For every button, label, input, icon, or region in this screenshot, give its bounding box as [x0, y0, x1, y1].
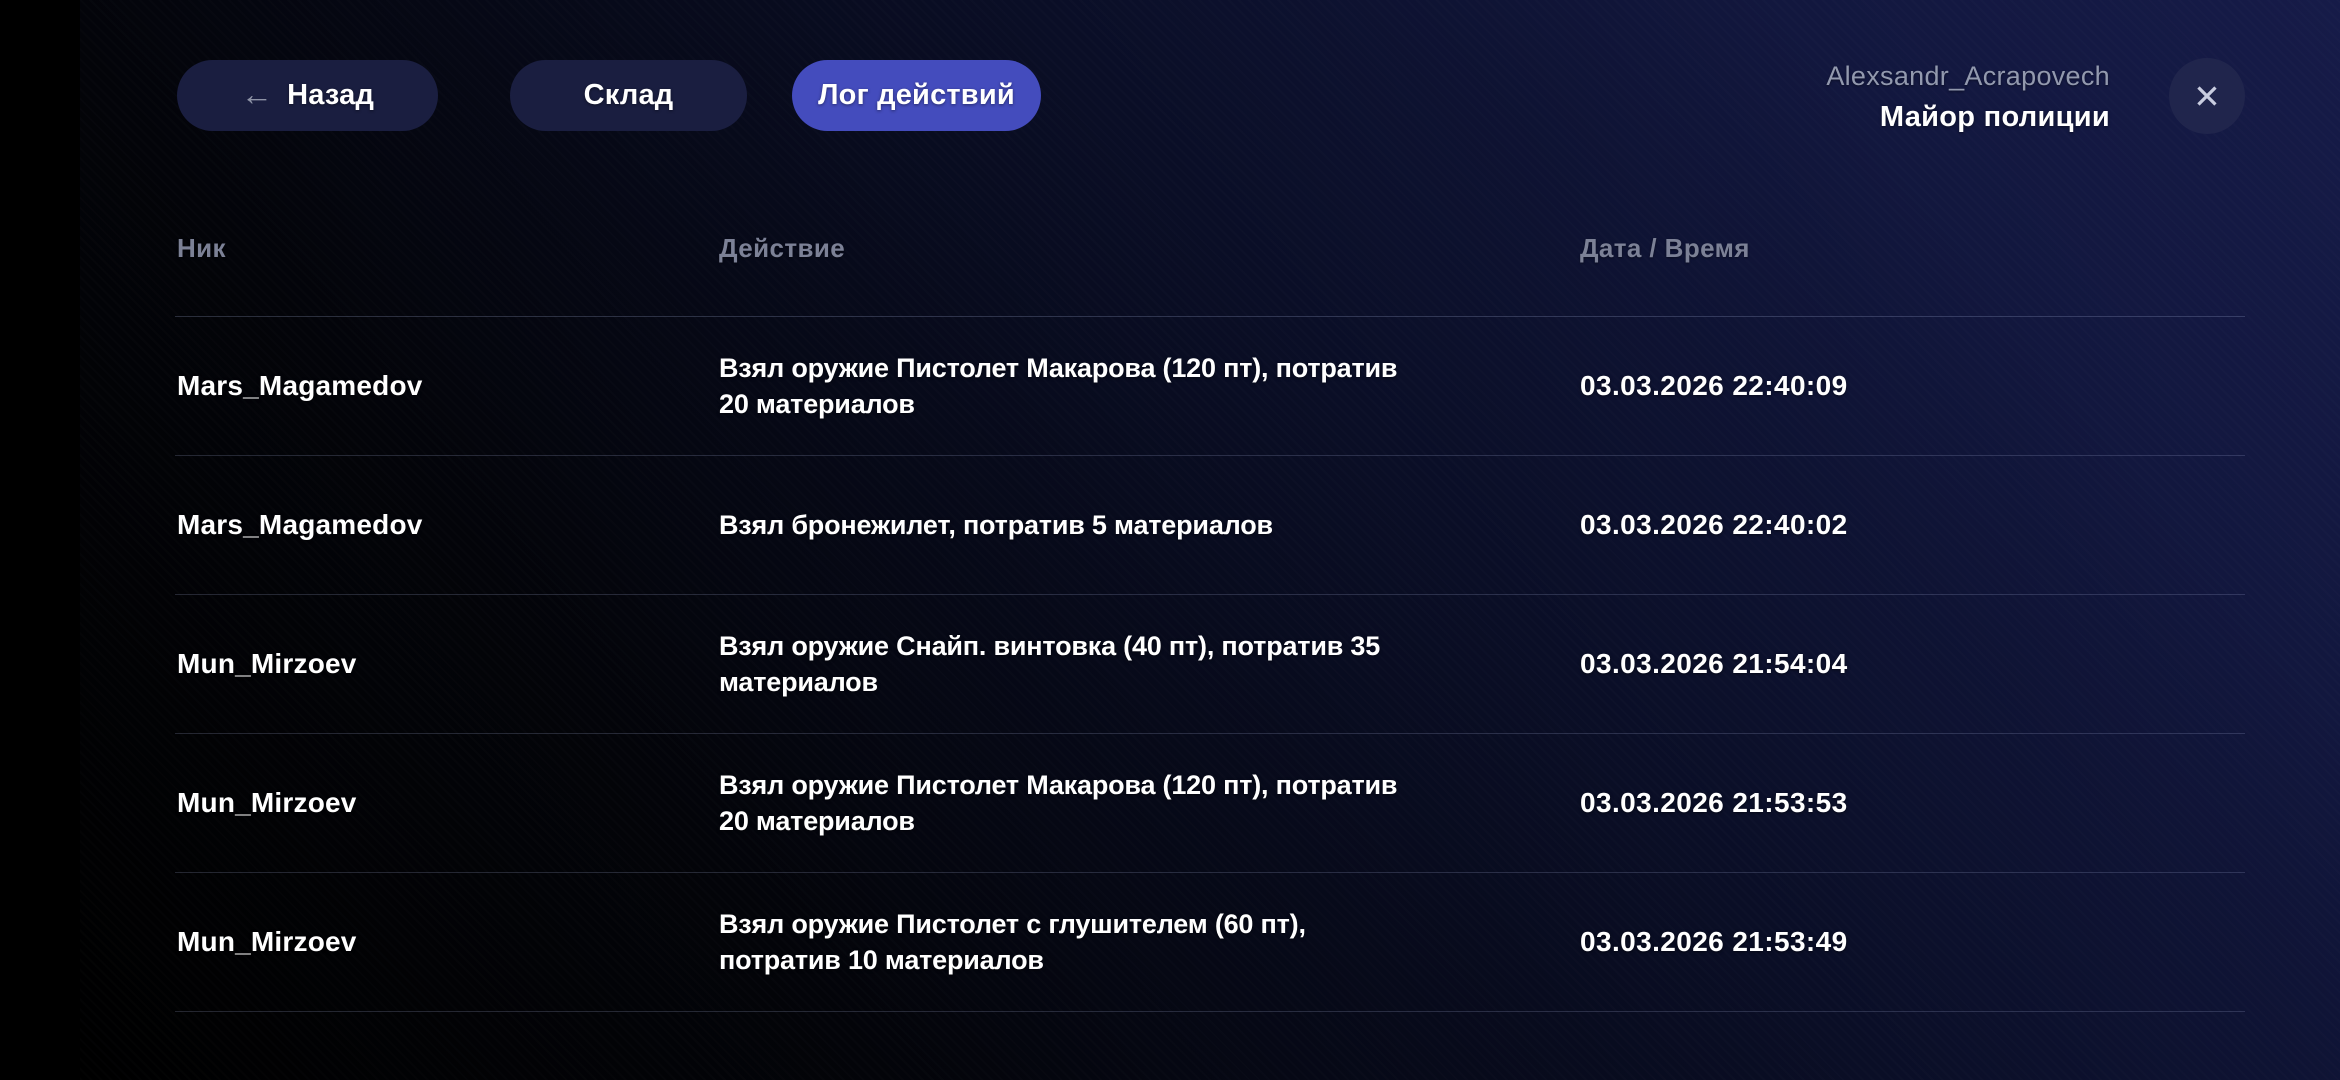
row-nick: Mars_Magamedov [177, 509, 423, 540]
back-button-label: Назад [287, 79, 375, 111]
current-user-rank: Майор полиции [1879, 101, 2110, 133]
row-datetime: 03.03.2026 22:40:02 [1580, 509, 1848, 540]
row-datetime: 03.03.2026 22:40:09 [1580, 370, 1848, 401]
row-nick: Mun_Mirzoev [177, 787, 357, 818]
table-row: Mun_Mirzoev Взял оружие Снайп. винтовка … [175, 595, 2245, 734]
row-action: Взял оружие Пистолет Макарова (120 пт), … [719, 353, 1398, 419]
log-table-body: Mars_Magamedov Взял оружие Пистолет Мака… [175, 316, 2245, 1012]
table-row: Mars_Magamedov Взял оружие Пистолет Мака… [175, 317, 2245, 456]
row-datetime: 03.03.2026 21:53:53 [1580, 787, 1848, 818]
row-action: Взял оружие Пистолет с глушителем (60 пт… [719, 909, 1306, 975]
current-user-block: Alexsandr_Acrapovech Майор полиции [1826, 61, 2110, 134]
table-row: Mun_Mirzoev Взял оружие Пистолет с глуши… [175, 873, 2245, 1012]
table-row: Mun_Mirzoev Взял оружие Пистолет Макаров… [175, 734, 2245, 873]
back-arrow-icon: ← [240, 75, 274, 112]
close-icon: ✕ [2193, 77, 2221, 115]
row-action: Взял оружие Снайп. винтовка (40 пт), пот… [719, 631, 1381, 697]
row-nick: Mun_Mirzoev [177, 648, 357, 679]
table-row: Mars_Magamedov Взял бронежилет, потратив… [175, 456, 2245, 595]
tab-action-log-label: Лог действий [818, 79, 1015, 111]
tab-warehouse-label: Склад [583, 79, 674, 111]
column-header-nick: Ник [177, 233, 226, 263]
back-button[interactable]: ← Назад [177, 60, 438, 131]
tab-action-log[interactable]: Лог действий [792, 60, 1041, 131]
tab-warehouse[interactable]: Склад [510, 60, 747, 131]
left-letterbox [0, 0, 80, 1080]
current-user-name: Alexsandr_Acrapovech [1826, 61, 2110, 91]
row-datetime: 03.03.2026 21:54:04 [1580, 648, 1848, 679]
column-header-datetime: Дата / Время [1580, 233, 1750, 263]
background-scene [80, 0, 2340, 1080]
close-button[interactable]: ✕ [2169, 58, 2245, 134]
row-nick: Mars_Magamedov [177, 370, 423, 401]
row-action: Взял оружие Пистолет Макарова (120 пт), … [719, 770, 1398, 836]
row-nick: Mun_Mirzoev [177, 926, 357, 957]
column-header-action: Действие [719, 233, 846, 263]
row-datetime: 03.03.2026 21:53:49 [1580, 926, 1848, 957]
row-action: Взял бронежилет, потратив 5 материалов [719, 510, 1273, 540]
log-table-header: Ник Действие Дата / Время [177, 233, 2245, 264]
